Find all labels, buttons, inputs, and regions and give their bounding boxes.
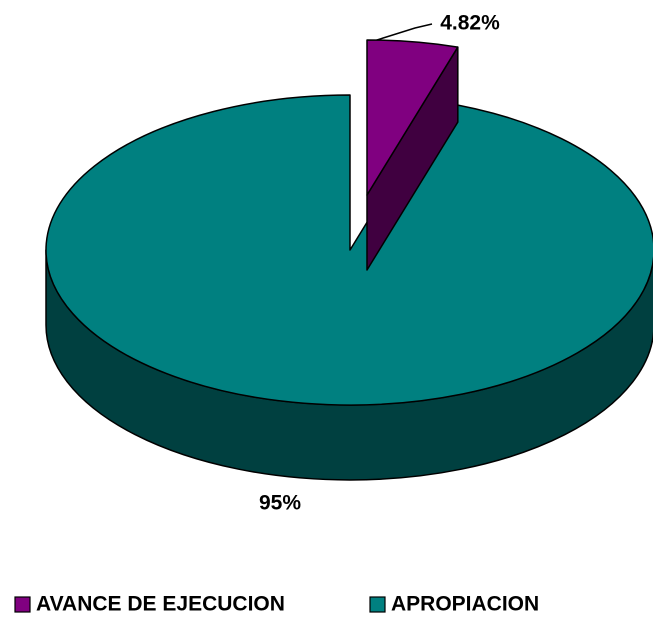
legend-label: APROPIACION (391, 593, 539, 616)
leader-line (376, 23, 433, 41)
pie-slice (366, 39, 459, 196)
legend-swatch (14, 596, 31, 613)
pie-slice (45, 94, 653, 406)
data-label: 95% (259, 492, 301, 515)
legend-swatch (369, 596, 386, 613)
legend-label: AVANCE DE EJECUCION (36, 593, 285, 616)
data-label: 4.82% (440, 12, 500, 35)
